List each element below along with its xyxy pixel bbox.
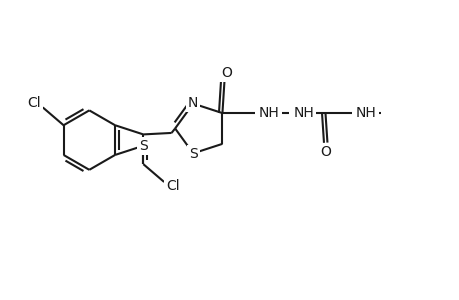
- Text: Cl: Cl: [27, 96, 40, 110]
- Text: S: S: [188, 147, 197, 161]
- Text: O: O: [220, 66, 231, 80]
- Text: O: O: [320, 145, 330, 159]
- Text: NH: NH: [355, 106, 375, 120]
- Text: NH: NH: [293, 106, 313, 120]
- Text: N: N: [188, 96, 198, 110]
- Text: NH: NH: [258, 106, 279, 120]
- Text: Cl: Cl: [166, 179, 179, 193]
- Text: S: S: [139, 139, 147, 153]
